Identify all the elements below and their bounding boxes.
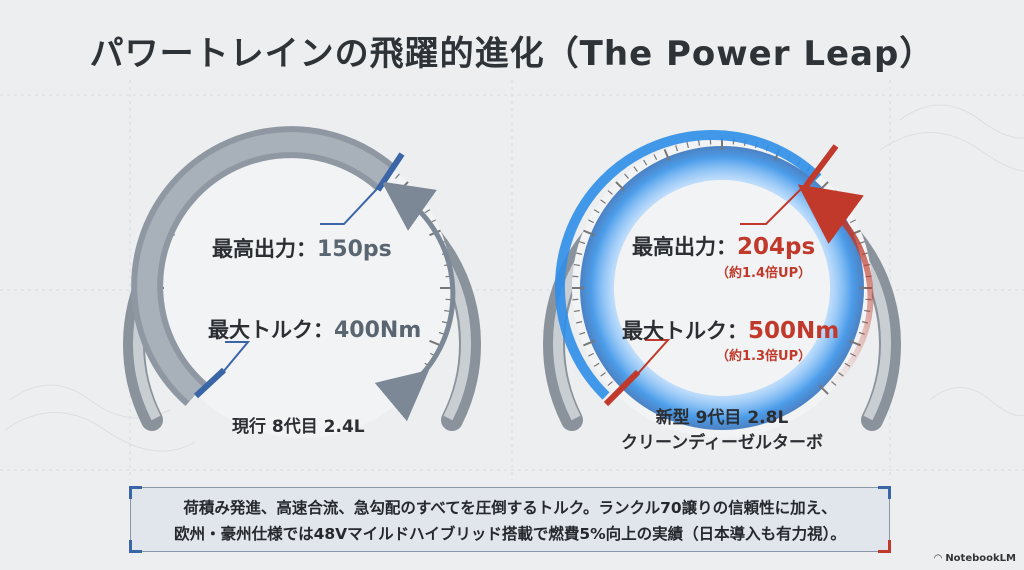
gauge-tick — [573, 263, 580, 267]
current-torque-marker — [193, 367, 227, 399]
current-power: 最高出力：150ps — [212, 233, 392, 263]
new-caption: 新型 9代目 2.8L クリーンディーゼルターボ — [612, 403, 832, 453]
gauge-tick — [663, 149, 671, 161]
notebooklm-icon: ◠ — [934, 553, 942, 564]
current-caption: 現行 8代目 2.4L — [232, 417, 365, 437]
gauge-tick — [583, 339, 595, 347]
gauge-tick — [653, 154, 658, 160]
gauge-tick — [593, 362, 600, 367]
new-torque-value: 500Nm — [748, 318, 840, 344]
gauge-tick — [643, 159, 648, 166]
gauge-tick — [583, 229, 595, 237]
new-power: 最高出力：204ps — [632, 231, 815, 261]
new-power-marker — [803, 144, 839, 188]
new-power-label: 最高出力： — [632, 235, 737, 259]
current-power-label: 最高出力： — [212, 237, 317, 261]
gauge-tick — [818, 384, 829, 395]
new-power-value: 204ps — [737, 234, 816, 260]
gauge-tick — [686, 142, 689, 149]
gauge-tick — [588, 352, 594, 357]
new-caption-line2: クリーンディーゼルターボ — [621, 433, 823, 453]
gauge-tick — [607, 190, 613, 195]
summary-note-line1: 荷積み発進、高速合流、急勾配のすべてを圧倒するトルク。ランクル70譲りの信頼性に… — [183, 499, 837, 517]
current-power-leader — [320, 174, 391, 225]
new-gauge — [543, 130, 901, 438]
gauge-tick — [395, 173, 400, 179]
current-torque-leader — [217, 341, 251, 379]
page-title: パワートレインの飛躍的進化（The Power Leap） — [89, 34, 935, 74]
new-torque-label: 最大トルク： — [622, 319, 748, 343]
gauge-tick — [600, 372, 606, 377]
gauge-tick — [588, 219, 594, 224]
new-range-arrow — [797, 184, 874, 391]
current-gauge — [123, 126, 481, 438]
new-torque-leader — [633, 339, 671, 379]
current-torque-value: 400Nm — [334, 318, 422, 343]
current-power-value: 150ps — [317, 237, 392, 262]
gauge-tick — [579, 241, 586, 245]
gauge-tick — [600, 199, 606, 204]
new-torque: 最大トルク：500Nm — [622, 315, 839, 345]
gauge-tick — [675, 145, 679, 152]
summary-note-line2: 欧州・豪州仕様では48Vマイルドハイブリッド搭載で燃費5%向上の実績（日本導入も… — [174, 525, 846, 543]
new-gauge-fill — [554, 130, 822, 400]
brand-watermark: ◠ NotebookLM — [934, 553, 1016, 564]
new-torque-marker — [603, 369, 641, 407]
new-torque-gain: （約1.3倍UP） — [716, 349, 812, 364]
current-range-arrow — [374, 181, 456, 422]
gauge-tick — [576, 252, 583, 255]
brand-label: NotebookLM — [945, 553, 1016, 564]
gauge-tick — [573, 309, 580, 313]
gauge-tick — [593, 209, 600, 214]
new-power-leader — [740, 181, 809, 225]
current-torque-label: 最大トルク： — [208, 318, 334, 342]
gauge-tick — [579, 331, 586, 335]
gauge-tick — [615, 181, 626, 192]
summary-note: 荷積み発進、高速合流、急勾配のすべてを圧倒するトルク。ランクル70譲りの信頼性に… — [129, 486, 891, 553]
new-caption-line1: 新型 9代目 2.8L — [655, 408, 789, 428]
current-torque: 最大トルク：400Nm — [208, 314, 421, 344]
gauge-tick — [697, 139, 701, 146]
gauge-tick — [607, 381, 613, 386]
new-power-gain: （約1.4倍UP） — [716, 266, 812, 281]
gauge-tick — [624, 173, 629, 179]
gauge-tick — [633, 166, 638, 172]
gauge-tick — [576, 321, 583, 324]
